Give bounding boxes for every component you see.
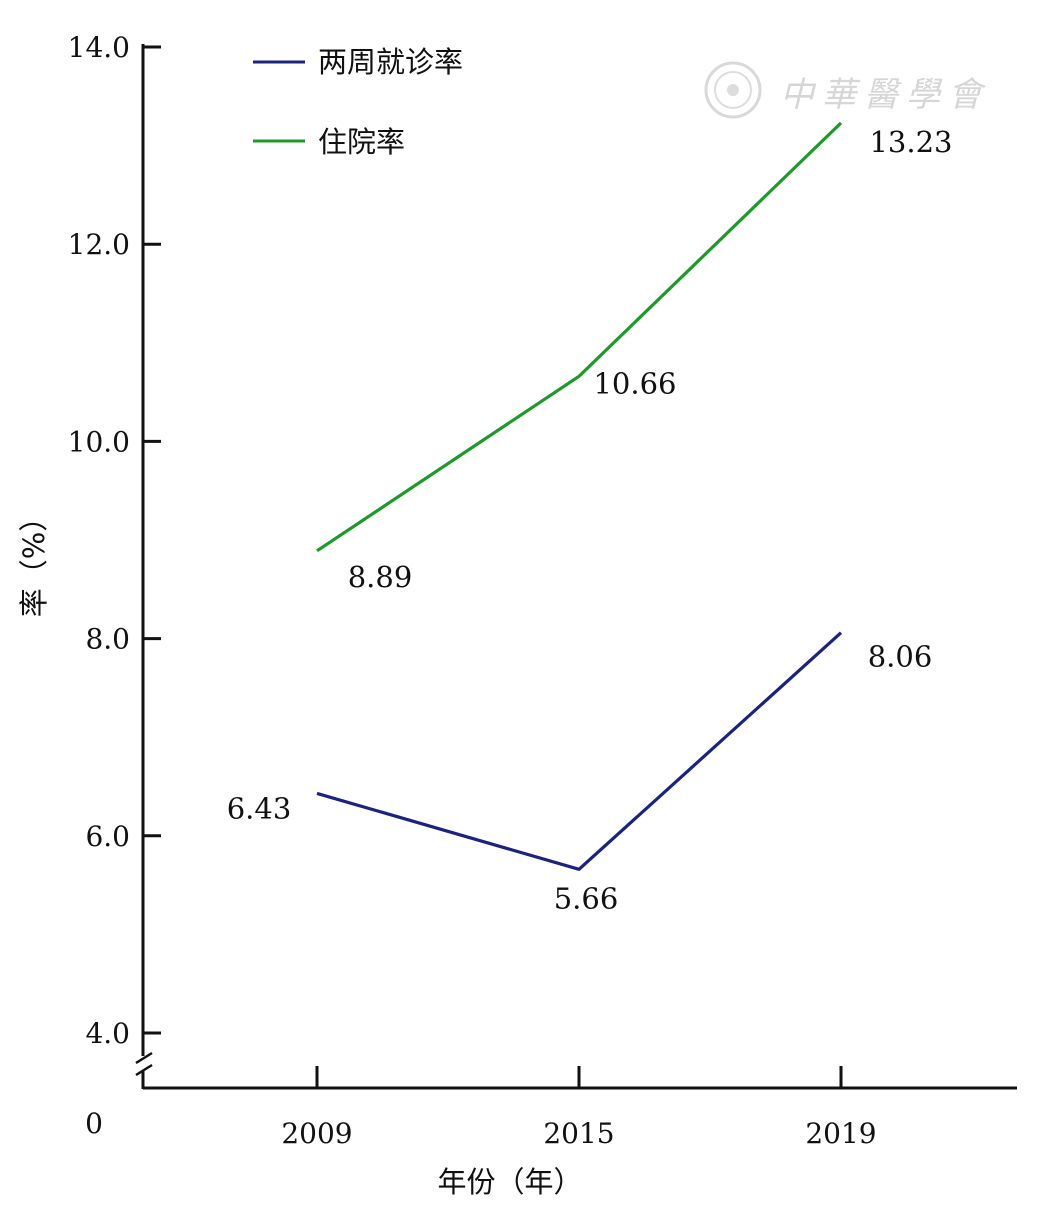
x-axis-ticks: 2009 2015 2019 (281, 1066, 877, 1150)
x-axis-title: 年份（年） (437, 1165, 582, 1199)
y-tick-label: 10.0 (68, 425, 130, 458)
data-label: 10.66 (593, 366, 676, 400)
legend-item-1: 住院率 (253, 125, 405, 159)
legend-label-1: 住院率 (318, 125, 405, 159)
legend-item-0: 两周就诊率 (253, 45, 463, 79)
watermark-text: 中華醫學會 (780, 75, 990, 115)
series-line-0 (316, 631, 843, 871)
data-label: 5.66 (554, 881, 619, 915)
x-tick-label: 2015 (543, 1117, 614, 1150)
y-tick-label: 8.0 (85, 623, 130, 656)
y-tick-label: 6.0 (85, 820, 130, 853)
y-axis-ticks: 4.0 6.0 8.0 10.0 12.0 14.0 (68, 31, 161, 1050)
series-lines (316, 121, 843, 871)
axis-break-icon (135, 1051, 153, 1077)
data-label: 13.23 (869, 125, 952, 159)
legend-label-0: 两周就诊率 (318, 45, 463, 79)
y-origin-label: 0 (85, 1107, 103, 1140)
seal-icon (704, 61, 762, 119)
axes (135, 44, 1017, 1090)
y-tick-label: 12.0 (68, 228, 130, 261)
data-label: 8.89 (348, 560, 413, 594)
data-labels: 6.43 5.66 8.06 8.89 10.66 13.23 (227, 125, 953, 915)
legend: 两周就诊率 住院率 (253, 45, 463, 159)
data-label: 6.43 (227, 791, 292, 825)
x-tick-label: 2019 (805, 1117, 876, 1150)
data-label: 8.06 (868, 640, 933, 674)
y-axis-title: 率（%） (17, 503, 51, 618)
y-tick-label: 4.0 (85, 1017, 130, 1050)
y-tick-label: 14.0 (68, 31, 130, 64)
x-tick-label: 2009 (281, 1117, 352, 1150)
series-line-1 (316, 121, 843, 553)
watermark: 中華醫學會 (704, 61, 990, 119)
